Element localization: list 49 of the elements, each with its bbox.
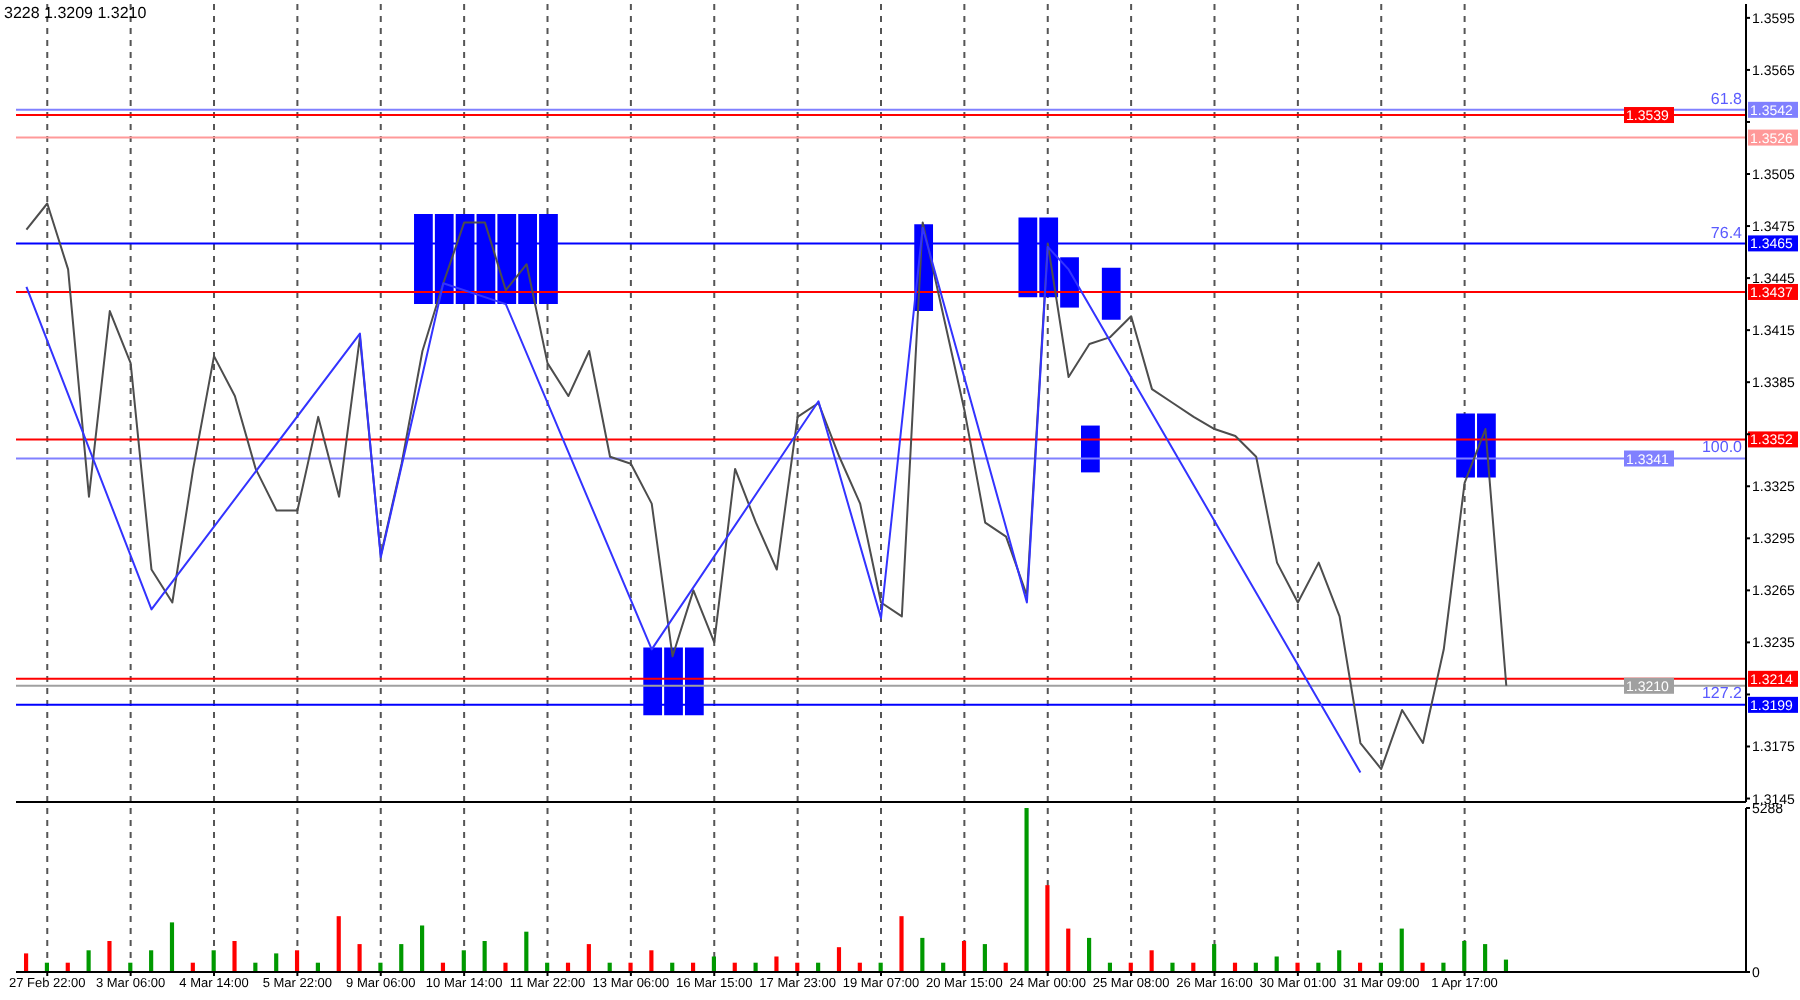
bar	[524, 931, 529, 972]
bar	[586, 944, 591, 972]
bar	[836, 947, 842, 972]
bar	[1337, 950, 1342, 972]
bar	[294, 950, 300, 972]
annotation: 100.0	[1701, 438, 1742, 457]
bar	[399, 944, 404, 972]
bar	[169, 922, 175, 972]
bar	[920, 937, 925, 972]
bar	[1212, 944, 1217, 972]
bar	[628, 962, 633, 972]
bar	[1170, 962, 1175, 972]
bar	[774, 956, 779, 972]
bar	[1399, 928, 1404, 972]
bar	[232, 940, 237, 972]
bar	[1101, 267, 1121, 320]
bar	[461, 950, 466, 972]
bar	[86, 950, 91, 972]
bar	[503, 962, 508, 972]
bar	[1274, 956, 1279, 972]
bar	[336, 916, 341, 972]
annotation: 127.2	[1701, 684, 1742, 703]
annotation: 3228 1.3209 1.3210	[4, 4, 147, 22]
bar	[1295, 962, 1300, 972]
bar	[1441, 962, 1446, 972]
bar	[711, 956, 716, 972]
bar	[357, 944, 362, 972]
bar	[1149, 950, 1154, 972]
bar	[961, 940, 967, 972]
annotation: 76.4	[1710, 223, 1742, 242]
annotation: 61.8	[1710, 89, 1742, 108]
bar	[1081, 425, 1100, 473]
bar	[1045, 885, 1050, 972]
bar	[211, 950, 216, 972]
bar	[482, 940, 487, 972]
bar	[378, 962, 383, 972]
bar	[1024, 808, 1029, 972]
bar	[420, 925, 425, 972]
bar	[982, 944, 987, 972]
bar	[1066, 928, 1071, 972]
bar	[1087, 937, 1092, 972]
bar	[149, 950, 154, 972]
bar	[107, 940, 112, 972]
bar	[649, 950, 654, 972]
bar	[274, 953, 279, 972]
bar	[899, 916, 904, 972]
bar	[1483, 944, 1488, 972]
bar	[1462, 940, 1467, 972]
bar	[24, 953, 29, 972]
